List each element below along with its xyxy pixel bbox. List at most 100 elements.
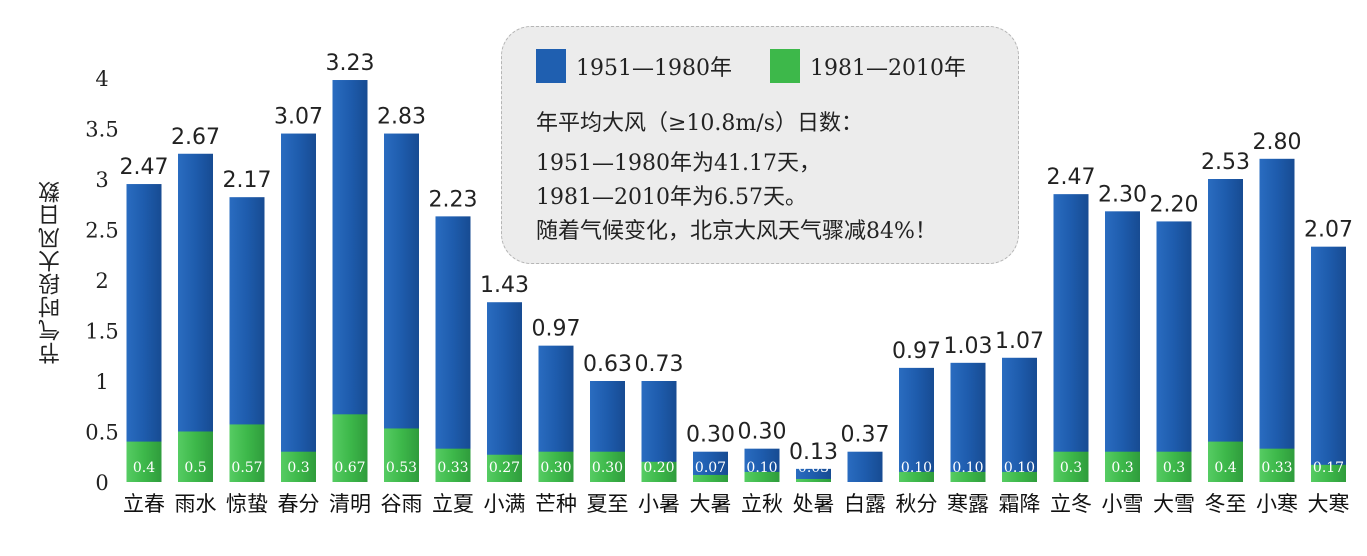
data-label-1981-2010: 0.33 [1261, 460, 1292, 476]
y-tick-label: 3.5 [85, 118, 118, 142]
data-label-1981-2010: 0.30 [592, 460, 623, 476]
bar-1981-2010 [1156, 451, 1192, 482]
data-label-1981-2010: 0.20 [643, 460, 674, 476]
data-label-1951-1980: 0.13 [789, 440, 838, 465]
y-tick-label: 3 [95, 168, 108, 192]
data-label-1951-1980: 1.43 [480, 273, 529, 298]
bar-1981-2010 [229, 424, 265, 482]
bar-1951-1980 [487, 302, 522, 482]
data-label-1981-2010: 0.30 [540, 460, 571, 476]
bar-1981-2010 [1105, 451, 1140, 482]
y-tick-label: 2.5 [85, 219, 118, 243]
bar-1981-2010 [796, 478, 831, 482]
bar-1981-2010 [1259, 448, 1295, 482]
bar-1981-2010 [641, 461, 677, 482]
bar-1951-1980 [1311, 246, 1346, 482]
data-label-1951-1980: 0.30 [738, 420, 787, 445]
data-label-1951-1980: 0.37 [841, 423, 890, 448]
data-label-1951-1980: 2.47 [120, 155, 169, 180]
bar-1981-2010 [487, 454, 522, 482]
category-label: 大暑 [690, 492, 732, 516]
data-label-1951-1980: 3.07 [274, 105, 323, 130]
category-label: 秋分 [896, 492, 938, 516]
category-label: 小暑 [638, 492, 680, 516]
note-line-1: 年平均大风（≥10.8m/s）日数： [536, 111, 863, 136]
bar-1951-1980 [1208, 179, 1243, 482]
bar-1981-2010 [590, 451, 625, 482]
category-label: 大寒 [1308, 492, 1350, 516]
data-label-1951-1980: 0.30 [686, 423, 735, 448]
data-label-1981-2010: 0.3 [1163, 460, 1185, 476]
y-tick-label: 1 [95, 370, 108, 394]
bar-1951-1980 [1002, 357, 1037, 482]
y-tick-label: 0 [95, 471, 108, 495]
category-label: 雨水 [175, 492, 217, 516]
data-label-1951-1980: 2.47 [1047, 165, 1096, 190]
data-label-1951-1980: 2.07 [1304, 218, 1353, 243]
bar-1981-2010 [899, 471, 934, 482]
category-label: 大雪 [1153, 492, 1195, 516]
category-label: 立春 [123, 492, 165, 516]
bar-1951-1980 [126, 184, 162, 483]
bar-1981-2010 [126, 441, 162, 482]
legend-label-1981-2010: 1981—2010年 [810, 56, 966, 81]
data-label-1981-2010: 0.5 [184, 460, 206, 476]
category-label: 寒露 [947, 492, 989, 516]
bar-1981-2010 [384, 428, 419, 482]
category-label: 芒种 [535, 492, 577, 516]
bar-1981-2010 [744, 471, 780, 482]
bar-1981-2010 [1208, 441, 1243, 482]
category-label: 小雪 [1102, 492, 1144, 516]
data-label-1981-2010: 0.57 [231, 460, 262, 476]
data-label-1951-1980: 0.97 [892, 339, 941, 364]
data-label-1951-1980: 2.20 [1150, 192, 1199, 217]
note-line-3: 1981—2010年为6.57天。 [536, 185, 807, 210]
data-label-1981-2010: 0.4 [133, 460, 155, 476]
y-axis-ticks: 0 0.5 1 1.5 2 2.5 3 3.5 4 [85, 67, 118, 495]
category-label: 处暑 [793, 492, 835, 516]
data-label-1981-2010: 0.27 [489, 460, 520, 476]
data-label-1951-1980: 1.07 [995, 329, 1044, 354]
data-label-1981-2010: 0.4 [1214, 460, 1236, 476]
category-label: 惊蛰 [226, 492, 268, 516]
legend-label-1951-1980: 1951—1980年 [576, 56, 732, 81]
category-label: 冬至 [1205, 492, 1247, 516]
data-label-1981-2010: 0.53 [386, 460, 417, 476]
category-label: 清明 [329, 492, 371, 516]
data-label-1981-2010: 0.10 [746, 460, 777, 476]
category-label: 谷雨 [381, 492, 423, 516]
bars-group [126, 80, 1346, 483]
y-axis-label: 节气时段大风日数 [39, 180, 64, 364]
info-box: 1951—1980年 1981—2010年 年平均大风（≥10.8m/s）日数：… [501, 26, 1019, 264]
category-label: 春分 [278, 492, 320, 516]
bar-1951-1980 [435, 216, 471, 482]
bar-1981-2010 [332, 414, 368, 482]
bar-1981-2010 [178, 431, 213, 482]
data-label-1981-2010: 0.3 [1060, 460, 1082, 476]
category-label: 白露 [844, 492, 886, 516]
bar-1981-2010 [538, 451, 574, 482]
bar-1951-1980 [899, 367, 934, 482]
category-label: 小满 [484, 492, 526, 516]
category-label: 小寒 [1256, 492, 1298, 516]
data-label-1951-1980: 0.63 [583, 352, 632, 377]
bar-1981-2010 [435, 448, 471, 482]
bar-1981-2010 [1053, 451, 1089, 482]
bar-1951-1980 [847, 451, 883, 482]
category-label: 霜降 [999, 492, 1041, 516]
bar-1951-1980 [1105, 211, 1140, 482]
y-tick-label: 1.5 [85, 320, 118, 344]
data-label-1951-1980: 2.80 [1253, 130, 1302, 155]
data-label-1981-2010: 0.10 [952, 460, 983, 476]
bar-1951-1980 [1156, 221, 1192, 483]
data-label-1951-1980: 0.73 [635, 352, 684, 377]
category-label: 夏至 [587, 492, 629, 516]
data-label-1981-2010: 0.17 [1313, 460, 1344, 476]
legend-item-1981-2010: 1981—2010年 [770, 49, 966, 83]
data-labels-group: 2.47 0.4 2.67 0.5 2.17 0.57 3.07 0.3 3.23 0.67 2.8… [120, 51, 1353, 476]
bar-1951-1980 [1259, 158, 1295, 483]
bar-1951-1980 [1053, 194, 1089, 482]
data-label-1981-2010: 0.33 [437, 460, 468, 476]
data-label-1951-1980: 2.83 [377, 105, 426, 130]
